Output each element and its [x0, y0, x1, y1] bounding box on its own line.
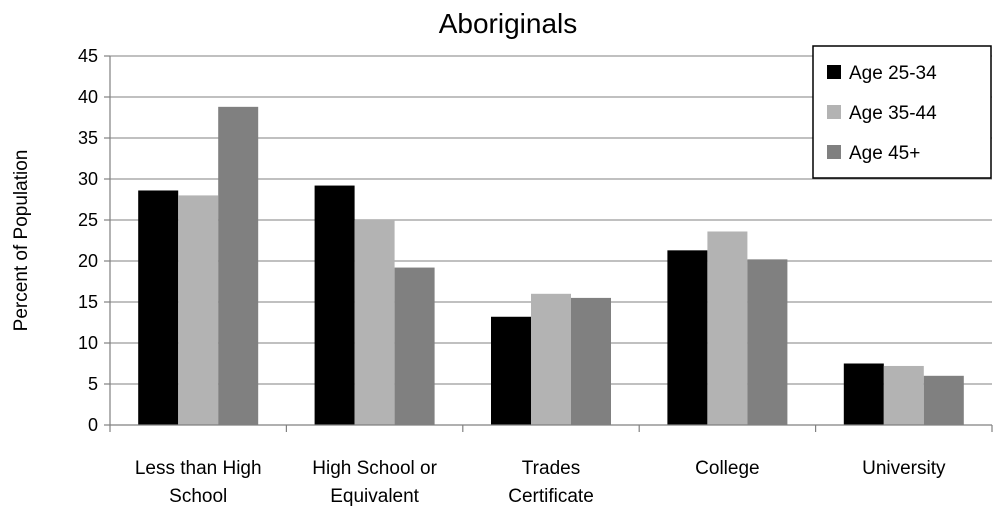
y-tick-label-40: 40: [78, 87, 98, 107]
legend-label-1: Age 35-44: [849, 103, 937, 124]
bar-age-45--2: [571, 297, 611, 425]
legend-swatch-1: [827, 105, 841, 119]
y-tick-label-35: 35: [78, 128, 98, 148]
legend-swatch-0: [827, 65, 841, 79]
x-category-label-1: High School or Equivalent: [312, 458, 437, 507]
chart-title: Aboriginals: [439, 8, 578, 39]
bar-age-45--4: [923, 375, 964, 425]
bar-age-35-44-1: [354, 220, 395, 425]
bars: [138, 106, 964, 425]
bar-age-35-44-0: [178, 195, 219, 425]
y-tick-label-45: 45: [78, 46, 98, 66]
x-category-label-0: Less than High School: [135, 458, 262, 507]
x-category-label-3: College: [695, 458, 759, 479]
legend-label-2: Age 45+: [849, 143, 920, 164]
bar-age-45--0: [218, 106, 259, 425]
labels: Aboriginals Percent of Population 0 5 10 15…: [11, 8, 946, 507]
y-tick-label-0: 0: [88, 415, 98, 435]
y-tick-label-30: 30: [78, 169, 98, 189]
bar-age-35-44-3: [707, 231, 748, 425]
y-tick-label-25: 25: [78, 210, 98, 230]
legend-label-0: Age 25-34: [849, 63, 937, 84]
axes: [104, 55, 993, 432]
bar-age-35-44-2: [531, 293, 571, 425]
bar-age-25-34-4: [843, 363, 884, 425]
y-tick-label-15: 15: [78, 292, 98, 312]
bar-age-35-44-4: [883, 365, 924, 425]
y-tick-label-10: 10: [78, 333, 98, 353]
bar-age-25-34-1: [314, 185, 355, 425]
bar-age-25-34-3: [667, 250, 708, 425]
y-tick-label-5: 5: [88, 374, 98, 394]
y-axis-label: Percent of Population: [11, 150, 32, 332]
legend: Age 25-34 Age 35-44 Age 45+: [812, 45, 992, 179]
legend-box: [812, 45, 992, 179]
bar-age-45--3: [747, 259, 788, 425]
x-category-label-2: Trades Certificate: [508, 458, 594, 507]
bar-age-25-34-0: [138, 190, 179, 425]
y-tick-label-20: 20: [78, 251, 98, 271]
bar-age-45--1: [394, 267, 435, 425]
legend-swatch-2: [827, 145, 841, 159]
bar-age-25-34-2: [491, 316, 531, 425]
x-category-label-4: University: [862, 458, 946, 479]
